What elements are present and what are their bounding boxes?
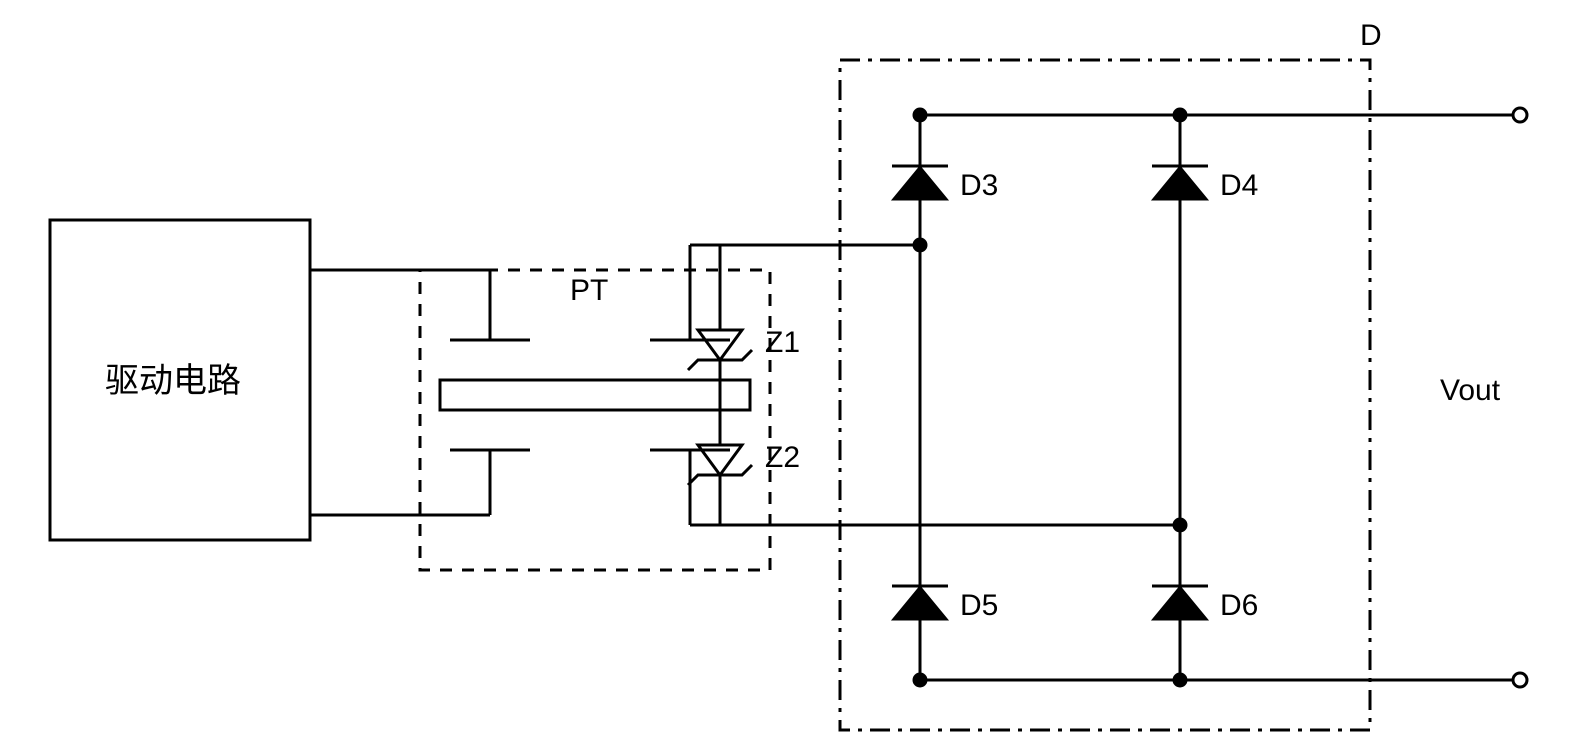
diode-d6-label: D6	[1220, 589, 1258, 622]
driver-block-label: 驱动电路	[105, 362, 241, 400]
rectifier-block-label: D	[1360, 19, 1382, 52]
diode-d5	[892, 586, 948, 620]
circuit-diagram: 驱动电路 PT Z1 Z2 D D3 D4 D5 D6 Vout	[0, 0, 1587, 752]
pt-bar	[440, 380, 750, 410]
diode-d3-label: D3	[960, 169, 998, 202]
pt-block-label: PT	[570, 274, 608, 307]
diode-d4-label: D4	[1220, 169, 1258, 202]
diode-d4	[1152, 166, 1208, 200]
vout-label: Vout	[1440, 374, 1501, 407]
diode-d5-label: D5	[960, 589, 998, 622]
diode-d6	[1152, 586, 1208, 620]
zener-z1-label: Z1	[765, 326, 800, 359]
zener-z2-label: Z2	[765, 441, 800, 474]
diode-d3	[892, 166, 948, 200]
zener-z1	[698, 330, 742, 360]
